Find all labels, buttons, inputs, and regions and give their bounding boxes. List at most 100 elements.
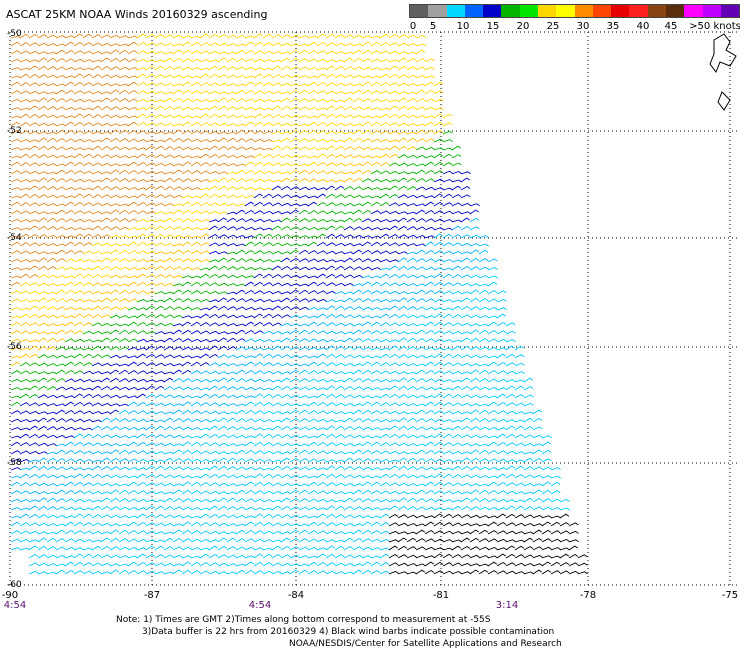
wind-barb bbox=[307, 515, 318, 519]
wind-barb bbox=[181, 75, 192, 79]
wind-barb bbox=[19, 338, 30, 343]
wind-barb bbox=[451, 234, 462, 239]
wind-barb bbox=[388, 353, 399, 359]
wind-barb bbox=[226, 523, 237, 527]
wind-barb bbox=[55, 138, 66, 143]
wind-barb bbox=[343, 434, 354, 439]
wind-barb bbox=[217, 291, 228, 295]
wind-barb bbox=[478, 475, 489, 479]
wind-barb bbox=[361, 249, 372, 255]
wind-barb bbox=[361, 81, 371, 87]
wind-barb bbox=[235, 283, 246, 287]
wind-barb bbox=[118, 146, 129, 151]
wind-barb bbox=[208, 139, 219, 143]
wind-barb bbox=[424, 226, 435, 231]
wind-barb bbox=[55, 338, 66, 343]
wind-barb bbox=[271, 210, 282, 215]
wind-barb bbox=[388, 259, 399, 263]
wind-barb bbox=[145, 545, 155, 551]
wind-barb bbox=[199, 42, 210, 47]
wind-barb bbox=[55, 369, 66, 375]
wind-barb bbox=[406, 251, 417, 255]
wind-barb bbox=[388, 105, 399, 111]
wind-barb bbox=[406, 377, 417, 383]
wind-barb bbox=[352, 297, 363, 303]
wind-barb bbox=[82, 347, 93, 351]
wind-barb bbox=[46, 323, 57, 327]
wind-barb bbox=[460, 234, 471, 239]
wind-barb bbox=[415, 369, 426, 375]
wind-barb bbox=[226, 371, 237, 375]
wind-barb bbox=[136, 130, 147, 135]
wind-barb bbox=[19, 450, 30, 455]
wind-barb bbox=[370, 218, 381, 223]
wind-barb bbox=[298, 306, 309, 311]
wind-barb bbox=[100, 137, 111, 143]
wind-barb bbox=[505, 459, 516, 463]
wind-barb bbox=[127, 361, 138, 367]
wind-barb bbox=[433, 107, 444, 111]
wind-barb bbox=[127, 201, 138, 207]
wind-barb bbox=[55, 489, 66, 495]
wind-barb bbox=[424, 306, 435, 311]
wind-barb bbox=[91, 210, 102, 215]
wind-barb bbox=[406, 194, 417, 199]
wind-barb bbox=[145, 362, 156, 367]
wind-barb bbox=[433, 233, 443, 239]
wind-barb bbox=[235, 306, 246, 311]
wind-barb bbox=[244, 161, 255, 167]
wind-barb bbox=[73, 450, 84, 455]
wind-barb bbox=[208, 90, 219, 95]
wind-barb bbox=[55, 274, 66, 279]
wind-barb bbox=[37, 65, 48, 71]
wind-barb bbox=[118, 89, 129, 95]
wind-barb bbox=[28, 522, 39, 527]
wind-barb bbox=[145, 225, 155, 231]
wind-barb bbox=[496, 547, 507, 551]
wind-barb bbox=[361, 209, 372, 215]
wind-barb bbox=[361, 498, 372, 503]
wind-barb bbox=[235, 163, 246, 167]
wind-barb bbox=[280, 234, 291, 239]
wind-barb bbox=[208, 265, 219, 271]
wind-barb bbox=[235, 483, 246, 487]
wind-barb bbox=[469, 329, 479, 335]
wind-barb bbox=[109, 537, 120, 543]
wind-barb bbox=[226, 554, 237, 559]
wind-barb bbox=[451, 539, 462, 543]
wind-barb bbox=[370, 147, 381, 151]
wind-barb bbox=[235, 449, 246, 455]
wind-barb bbox=[307, 338, 318, 343]
wind-barb bbox=[199, 170, 210, 175]
wind-barb bbox=[388, 219, 399, 223]
wind-barb bbox=[406, 491, 417, 495]
wind-barb bbox=[307, 361, 318, 367]
wind-barb bbox=[10, 138, 21, 143]
wind-barb bbox=[127, 458, 138, 463]
wind-barb bbox=[28, 145, 39, 151]
wind-barb bbox=[64, 121, 75, 127]
wind-barb bbox=[262, 427, 273, 431]
wind-barb bbox=[316, 530, 327, 535]
wind-barb bbox=[118, 163, 129, 167]
wind-barb bbox=[343, 386, 354, 391]
lat-label: -58 bbox=[7, 458, 22, 468]
wind-barb bbox=[469, 354, 480, 359]
wind-barb bbox=[316, 218, 327, 223]
wind-barb bbox=[451, 465, 462, 471]
wind-barb bbox=[406, 363, 417, 367]
wind-barb bbox=[388, 459, 399, 463]
wind-barb bbox=[280, 282, 291, 287]
wind-barb bbox=[82, 42, 93, 47]
wind-barb bbox=[235, 129, 246, 135]
wind-barb bbox=[64, 98, 75, 103]
wind-barb bbox=[289, 89, 299, 95]
wind-barb bbox=[289, 203, 300, 207]
wind-barb bbox=[28, 362, 39, 367]
wind-barb bbox=[199, 98, 210, 103]
wind-barb bbox=[388, 299, 399, 303]
wind-barb bbox=[217, 402, 228, 407]
wind-barb bbox=[208, 233, 219, 239]
wind-barb bbox=[280, 97, 291, 103]
wind-barb bbox=[379, 553, 390, 559]
